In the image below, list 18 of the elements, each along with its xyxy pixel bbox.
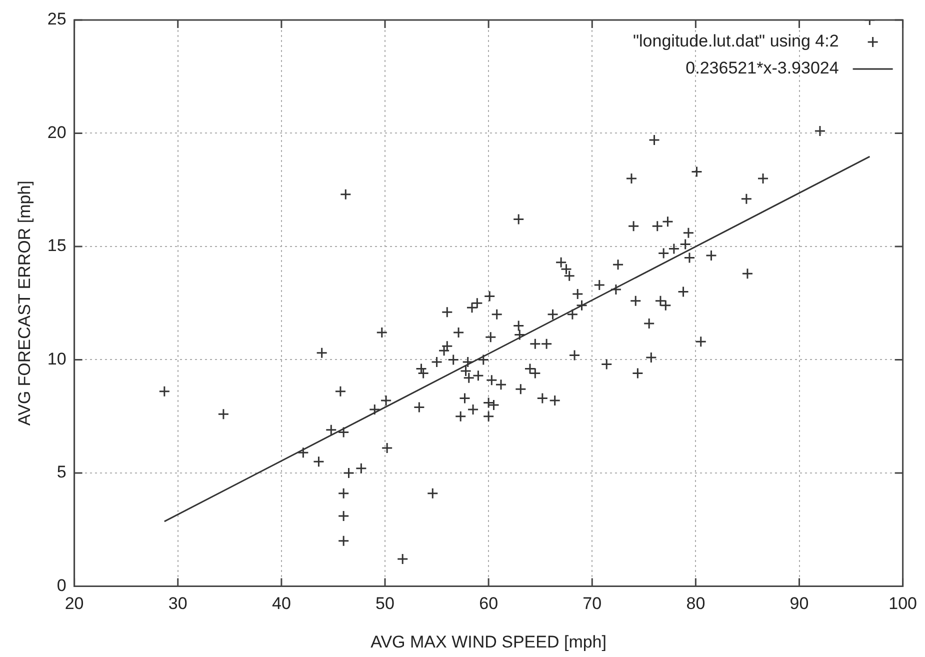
y-tick-label: 5 xyxy=(56,462,66,482)
y-tick-label: 20 xyxy=(47,122,66,142)
x-tick-label: 100 xyxy=(888,594,918,614)
y-tick-label: 25 xyxy=(47,10,66,29)
y-tick-label: 15 xyxy=(47,236,66,256)
x-tick-label: 50 xyxy=(376,594,394,614)
x-tick-label: 80 xyxy=(686,594,706,614)
y-tick-label: 10 xyxy=(47,349,66,368)
x-tick-label: 30 xyxy=(168,594,188,614)
x-tick-label: 90 xyxy=(790,594,809,614)
legend-label: 0.236521*x-3.93024 xyxy=(686,58,839,78)
x-tick-label: 60 xyxy=(479,594,498,614)
legend-label: "longitude.lut.dat" using 4:2 xyxy=(632,32,839,51)
x-tick-label: 70 xyxy=(582,594,602,614)
y-axis-title: AVG FORECAST ERROR [mph] xyxy=(14,180,34,426)
x-axis-title: AVG MAX WIND SPEED [mph] xyxy=(370,632,606,652)
x-tick-label: 40 xyxy=(272,594,291,614)
y-tick-label: 0 xyxy=(56,576,66,595)
